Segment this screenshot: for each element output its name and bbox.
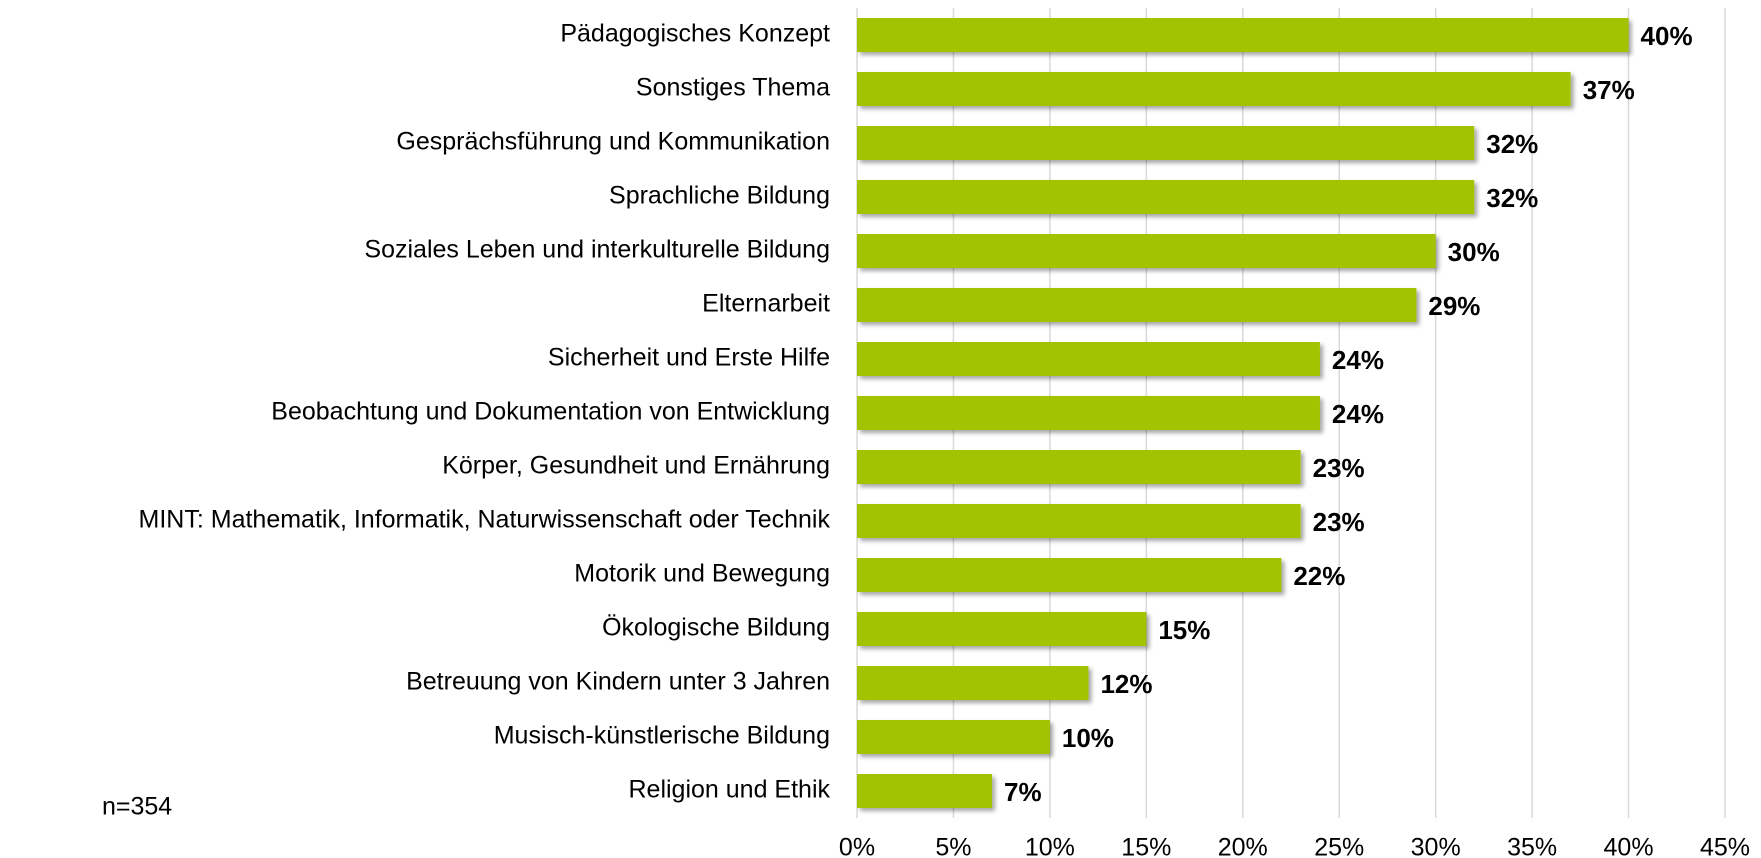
- value-label: 23%: [1313, 453, 1365, 483]
- bar: [857, 180, 1475, 214]
- value-label: 22%: [1293, 561, 1345, 591]
- value-label: 40%: [1641, 21, 1693, 51]
- category-label: Sprachliche Bildung: [609, 182, 830, 210]
- category-label: Beobachtung und Dokumentation von Entwic…: [271, 398, 830, 426]
- bar: [857, 126, 1475, 160]
- category-label: Religion und Ethik: [628, 776, 830, 804]
- annotation: n=354: [102, 793, 172, 821]
- category-label: Pädagogisches Konzept: [560, 20, 830, 48]
- category-label: Ökologische Bildung: [602, 614, 830, 642]
- value-label: 32%: [1486, 129, 1538, 159]
- value-label: 30%: [1448, 237, 1500, 267]
- bar: [857, 342, 1320, 376]
- category-label: Elternarbeit: [702, 290, 830, 318]
- value-label: 29%: [1428, 291, 1480, 321]
- bar: [857, 504, 1301, 538]
- x-tick-label: 30%: [1411, 834, 1461, 858]
- x-tick-label: 20%: [1218, 834, 1268, 858]
- x-tick-label: 15%: [1121, 834, 1171, 858]
- value-label: 7%: [1004, 777, 1042, 807]
- x-tick-label: 40%: [1604, 834, 1654, 858]
- category-label: Motorik und Bewegung: [574, 560, 830, 588]
- bar: [857, 774, 993, 808]
- category-label: Sonstiges Thema: [636, 74, 830, 102]
- value-label: 24%: [1332, 345, 1384, 375]
- category-label: Sicherheit und Erste Hilfe: [548, 344, 830, 372]
- value-label: 24%: [1332, 399, 1384, 429]
- value-label: 32%: [1486, 183, 1538, 213]
- value-label: 23%: [1313, 507, 1365, 537]
- bar: [857, 612, 1147, 646]
- bar: [857, 288, 1417, 322]
- category-label: Musisch-künstlerische Bildung: [494, 722, 830, 750]
- category-label: Gesprächsführung und Kommunikation: [396, 128, 830, 156]
- category-label: Körper, Gesundheit und Ernährung: [442, 452, 830, 480]
- category-label: Soziales Leben und interkulturelle Bildu…: [364, 236, 830, 264]
- value-label: 37%: [1583, 75, 1635, 105]
- bar: [857, 18, 1629, 52]
- x-tick-label: 45%: [1700, 834, 1750, 858]
- bar: [857, 558, 1282, 592]
- bar: [857, 72, 1571, 106]
- bar: [857, 234, 1436, 268]
- bar: [857, 720, 1050, 754]
- bar: [857, 666, 1089, 700]
- value-label: 15%: [1158, 615, 1210, 645]
- x-tick-label: 0%: [839, 834, 875, 858]
- x-tick-label: 5%: [935, 834, 971, 858]
- x-tick-label: 25%: [1314, 834, 1364, 858]
- x-tick-label: 10%: [1025, 834, 1075, 858]
- value-label: 12%: [1100, 669, 1152, 699]
- bar: [857, 396, 1320, 430]
- bar: [857, 450, 1301, 484]
- x-tick-label: 35%: [1507, 834, 1557, 858]
- value-label: 10%: [1062, 723, 1114, 753]
- category-label: MINT: Mathematik, Informatik, Naturwisse…: [139, 506, 831, 534]
- category-label: Betreuung von Kindern unter 3 Jahren: [406, 668, 830, 696]
